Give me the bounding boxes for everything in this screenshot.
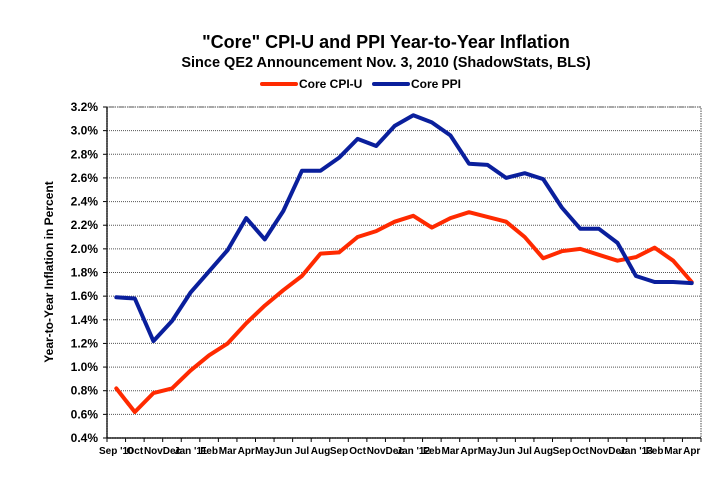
y-tick-label: 0.8% xyxy=(71,384,99,398)
y-tick-label: 0.4% xyxy=(71,431,99,445)
y-axis-ticks: 0.4% 0.6% 0.8% 1.0% 1.2% 1.4% 1.6% 1.8% 2.0% 2.2%… xyxy=(71,100,107,445)
legend-label-core-cpi-u: Core CPI-U xyxy=(299,77,362,91)
x-tick-label: Apr xyxy=(238,446,255,457)
x-tick-label: Dec xyxy=(163,446,182,457)
x-tick-label: Jan '12 xyxy=(397,446,431,457)
x-tick-label: Mar xyxy=(664,446,682,457)
x-tick-label: Feb xyxy=(423,446,441,457)
y-tick-label: 0.6% xyxy=(71,407,99,421)
x-tick-label: Nov xyxy=(589,446,608,457)
y-tick-label: 3.0% xyxy=(71,124,99,138)
x-tick-label: Oct xyxy=(572,446,589,457)
chart-subtitle: Since QE2 Announcement Nov. 3, 2010 (Sha… xyxy=(181,55,590,71)
x-tick-label: Apr xyxy=(683,446,700,457)
x-tick-label: Jul xyxy=(517,446,532,457)
y-tick-label: 2.4% xyxy=(71,195,99,209)
x-tick-label: May xyxy=(255,446,275,457)
series-line-core-ppi xyxy=(114,113,694,344)
chart-title: "Core" CPI-U and PPI Year-to-Year Inflat… xyxy=(202,32,570,52)
y-tick-label: 1.8% xyxy=(71,266,99,280)
legend: Core CPI-U Core PPI xyxy=(260,77,461,91)
x-tick-label: Sep '10 xyxy=(99,446,134,457)
x-tick-label: Sep xyxy=(330,446,348,457)
x-tick-label: Jun xyxy=(274,446,292,457)
x-tick-label: Dec xyxy=(386,446,405,457)
y-tick-label: 2.6% xyxy=(71,171,99,185)
x-tick-label: Jan '13 xyxy=(619,446,653,457)
x-tick-label: Aug xyxy=(311,446,330,457)
x-tick-label: Jul xyxy=(295,446,310,457)
y-tick-label: 3.2% xyxy=(71,100,99,114)
x-tick-label: Nov xyxy=(144,446,163,457)
x-tick-label: Mar xyxy=(219,446,237,457)
x-tick-label: Dec xyxy=(608,446,627,457)
series-line-core-cpi-u xyxy=(114,210,694,414)
y-tick-label: 1.2% xyxy=(71,336,99,350)
y-tick-label: 1.4% xyxy=(71,313,99,327)
x-tick-label: Apr xyxy=(460,446,477,457)
x-tick-label: Mar xyxy=(442,446,460,457)
gridlines xyxy=(107,106,701,415)
y-tick-label: 1.6% xyxy=(71,289,99,303)
y-tick-label: 2.2% xyxy=(71,218,99,232)
x-tick-label: May xyxy=(478,446,498,457)
legend-label-core-ppi: Core PPI xyxy=(411,77,461,91)
x-tick-label: Nov xyxy=(367,446,386,457)
y-tick-label: 2.0% xyxy=(71,242,99,256)
x-tick-label: Aug xyxy=(533,446,552,457)
x-tick-label: Jun xyxy=(497,446,515,457)
x-tick-label: Oct xyxy=(127,446,144,457)
x-tick-label: Feb xyxy=(646,446,664,457)
x-tick-label: Sep xyxy=(553,446,571,457)
y-tick-label: 2.8% xyxy=(71,147,99,161)
x-tick-label: Feb xyxy=(200,446,218,457)
x-tick-label: Jan '11 xyxy=(174,446,207,457)
series-lines xyxy=(114,113,694,414)
y-axis-title: Year-to-Year Inflation in Percent xyxy=(42,181,56,362)
x-tick-label: Oct xyxy=(349,446,366,457)
y-tick-label: 1.0% xyxy=(71,360,99,374)
